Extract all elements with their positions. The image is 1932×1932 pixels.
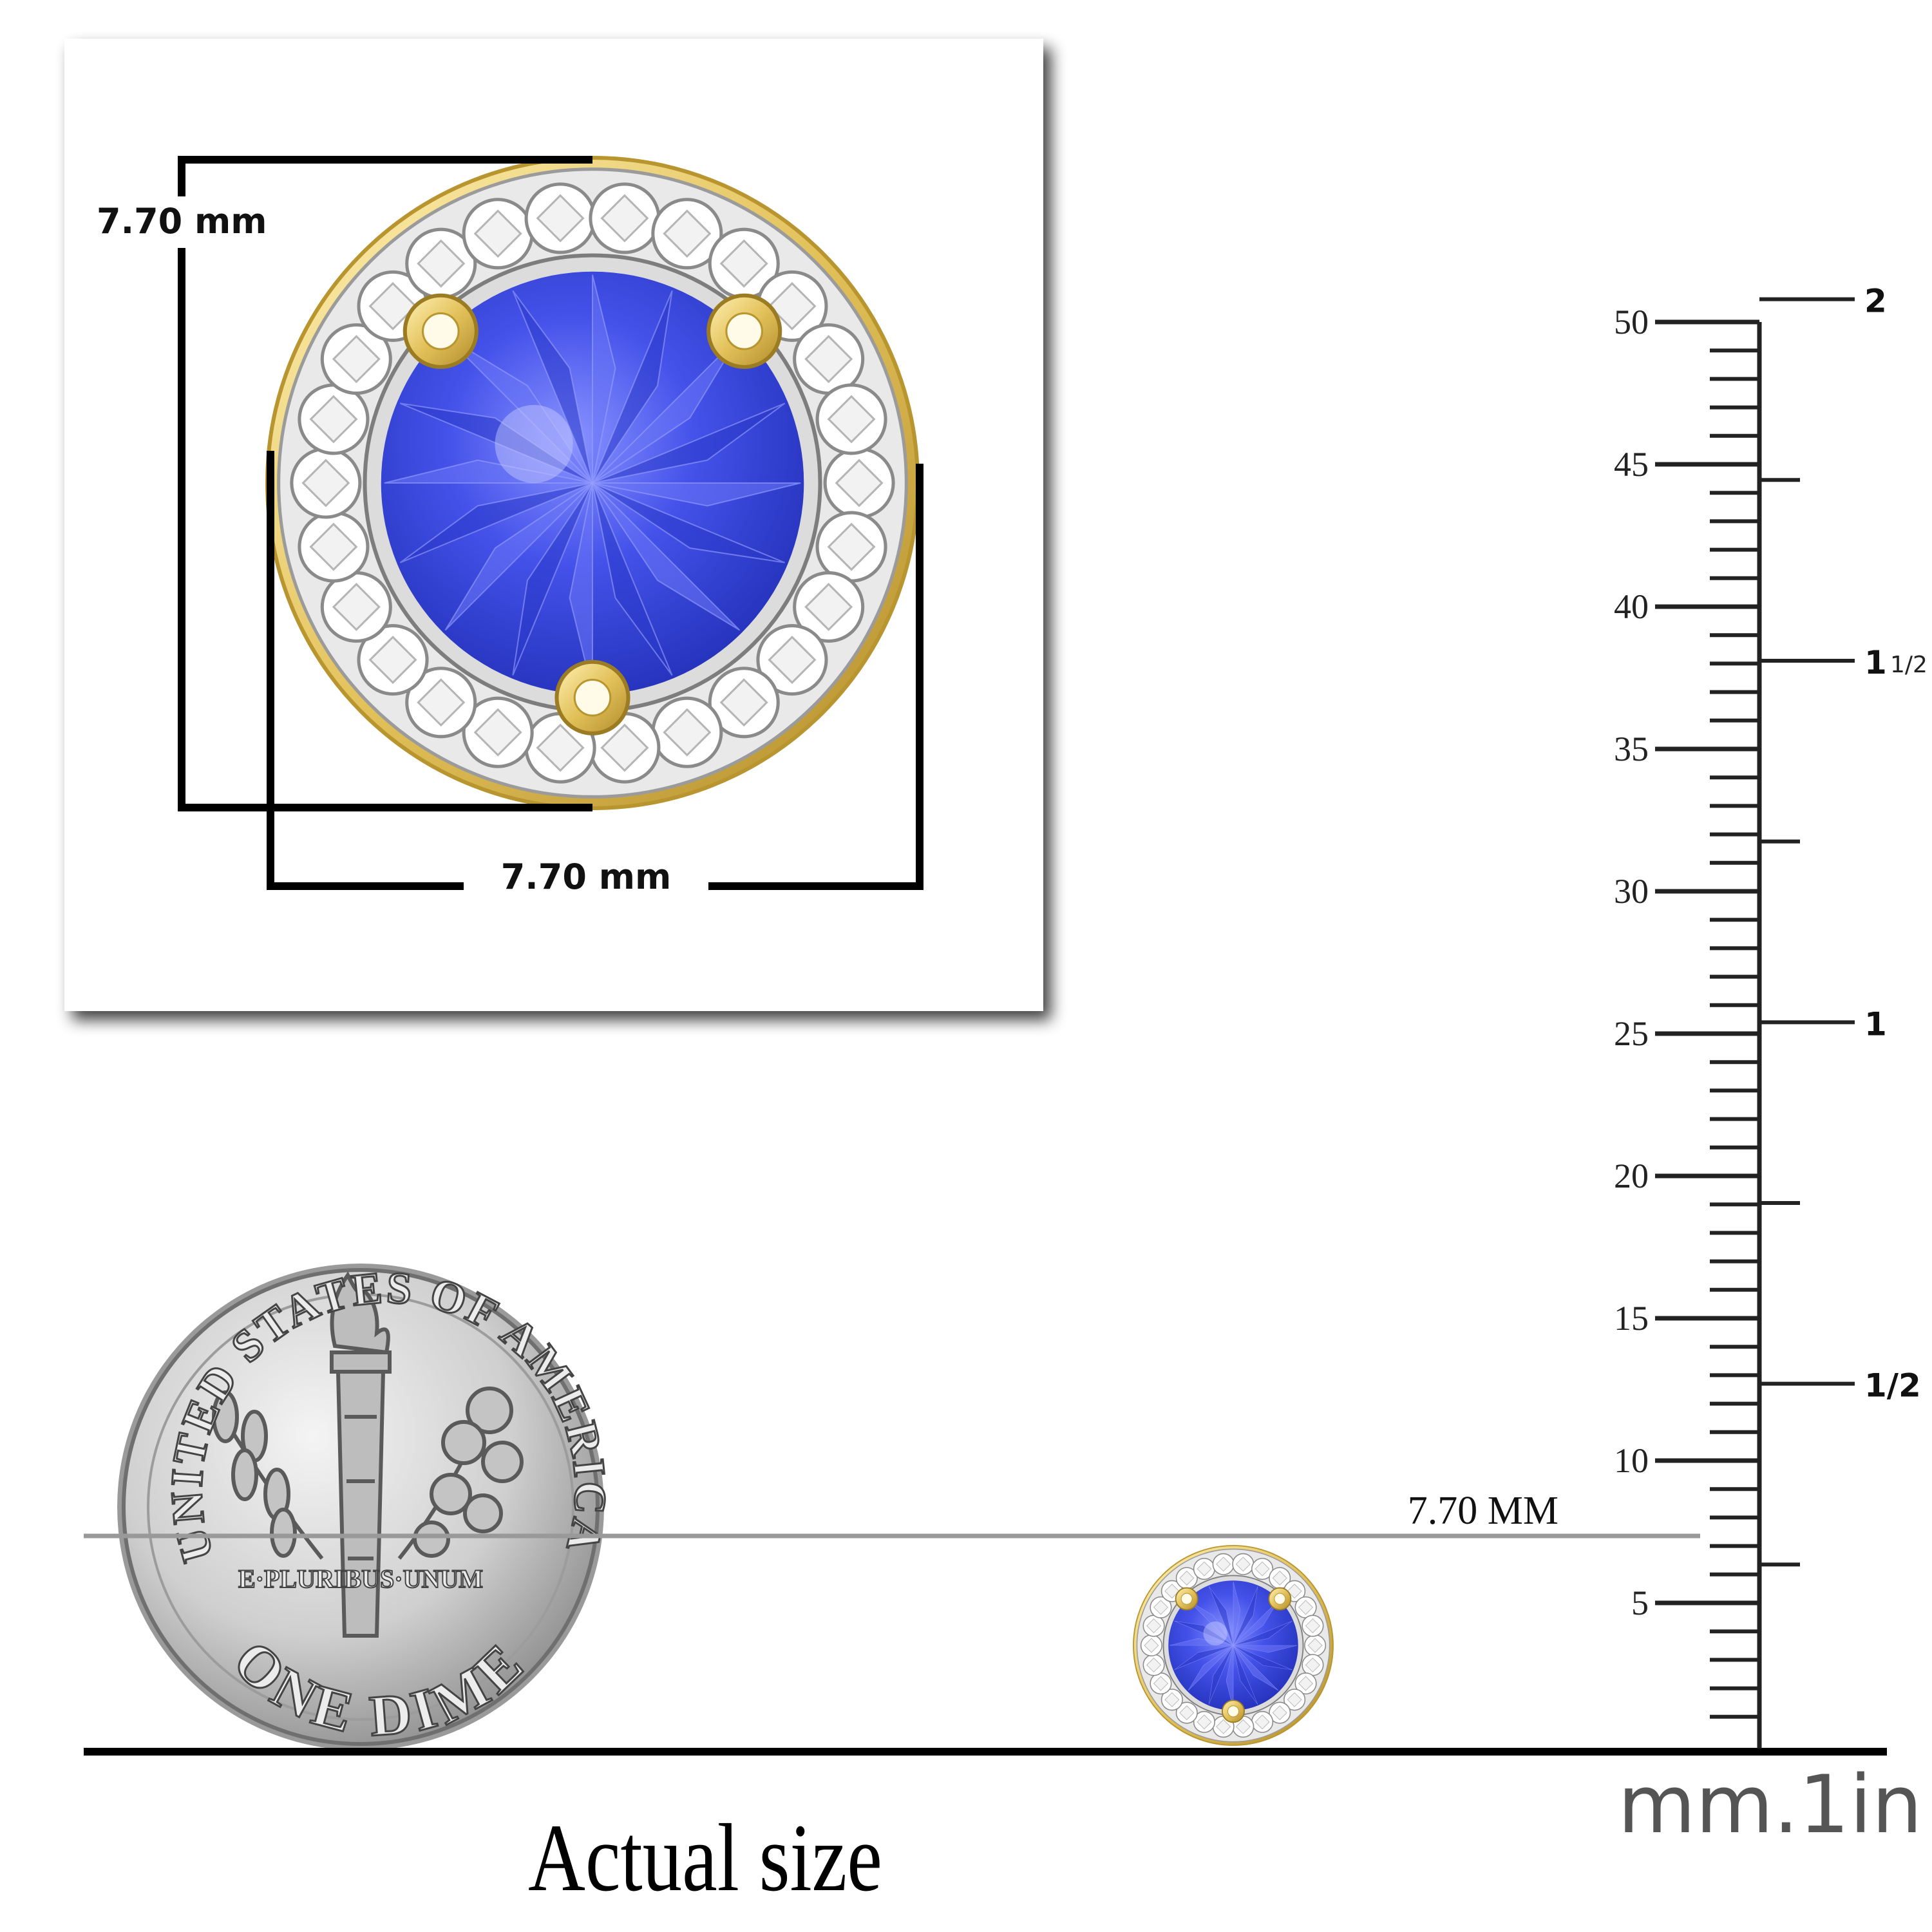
ruler-mm-label: 35: [1614, 730, 1649, 768]
ruler-mm-label: 50: [1614, 303, 1649, 341]
ruler-mm-label: 10: [1614, 1441, 1649, 1480]
ruler-inch-label: 2: [1864, 283, 1887, 320]
ruler-unit-label: mm.1in: [1618, 1759, 1922, 1852]
ruler-mm-label: 45: [1614, 445, 1649, 484]
height-label-backdrop: [90, 196, 283, 248]
width-dimension-label: 7.70 mm: [501, 857, 672, 897]
ruler-mm-label: 5: [1631, 1584, 1649, 1622]
ruler-mm-label: 30: [1614, 872, 1649, 911]
dime-motto: E·PLURIBUS·UNUM: [238, 1564, 483, 1593]
height-dimension-bracket: [178, 156, 592, 811]
oak-branch-icon: [397, 1387, 524, 1560]
actual-size-caption: Actual size: [528, 1804, 882, 1911]
width-label-backdrop: [464, 850, 708, 914]
actual-size-dimension-label: 7.70 MM: [1408, 1489, 1558, 1533]
earring-actual-size: [1133, 1545, 1334, 1746]
ruler-inch-label: 1: [1864, 1005, 1887, 1043]
earring-closeup: [265, 155, 920, 811]
olive-branch-icon: [212, 1390, 324, 1560]
ruler-inch-label: 1/2: [1864, 1367, 1921, 1405]
ruler-mm-label: 40: [1614, 587, 1649, 626]
ruler-mm-label: 15: [1614, 1299, 1649, 1338]
ruler-inch-fraction-label: 1/2: [1890, 652, 1927, 678]
ruler-inch-label: 1: [1864, 644, 1887, 681]
ruler-mm-label: 25: [1614, 1014, 1649, 1053]
ruler-mm-label: 20: [1614, 1157, 1649, 1195]
height-dimension-label: 7.70 mm: [97, 201, 267, 242]
dime-coin: UNITED STATES OF AMERICA E·PLURIBUS·UNUM…: [117, 1262, 614, 1750]
torch-icon: [330, 1271, 392, 1638]
